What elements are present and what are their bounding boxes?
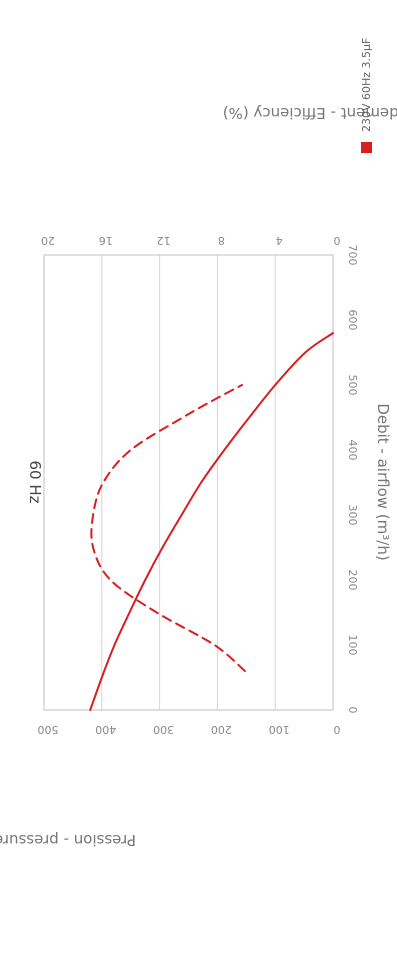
legend-label: 230V 60Hz 3.5µF [360,38,373,132]
y2-tick-label: 16 [99,234,113,247]
y-tick-label: 300 [153,723,174,736]
pressure-series-line [89,332,334,711]
tick-labels: 0100200300400500048121620010020030040050… [38,234,360,736]
y-tick-label: 0 [334,723,341,736]
chart-title: 60 Hz [26,460,44,503]
y-axis-title: Pression - pressure (Pa) [0,831,136,849]
x-tick-label: 300 [346,505,359,526]
y-tick-label: 400 [95,723,116,736]
grid [101,255,276,710]
x-tick-label: 0 [346,707,359,714]
x-tick-label: 700 [346,245,359,266]
x-axis-title: Debit - airflow (m³/h) [374,403,392,560]
y2-tick-label: 8 [218,234,225,247]
x-tick-label: 400 [346,440,359,461]
y2-tick-label: 4 [276,234,283,247]
plot-area [43,254,334,711]
y-tick-label: 500 [38,723,59,736]
y-tick-label: 100 [269,723,290,736]
efficiency-series-line [90,384,246,672]
y-tick-label: 200 [211,723,232,736]
y2-tick-label: 20 [41,234,55,247]
y2-tick-label: 0 [334,234,341,247]
series-layer [89,332,334,711]
x-tick-label: 200 [346,570,359,591]
y2-axis-title: Rendement - Efficiency (%) [223,104,397,122]
x-tick-label: 600 [346,310,359,331]
legend[interactable]: 230V 60Hz 3.5µF [360,38,373,153]
x-tick-label: 500 [346,375,359,396]
legend-swatch [361,142,372,153]
y2-tick-label: 12 [157,234,171,247]
x-tick-label: 100 [346,635,359,656]
